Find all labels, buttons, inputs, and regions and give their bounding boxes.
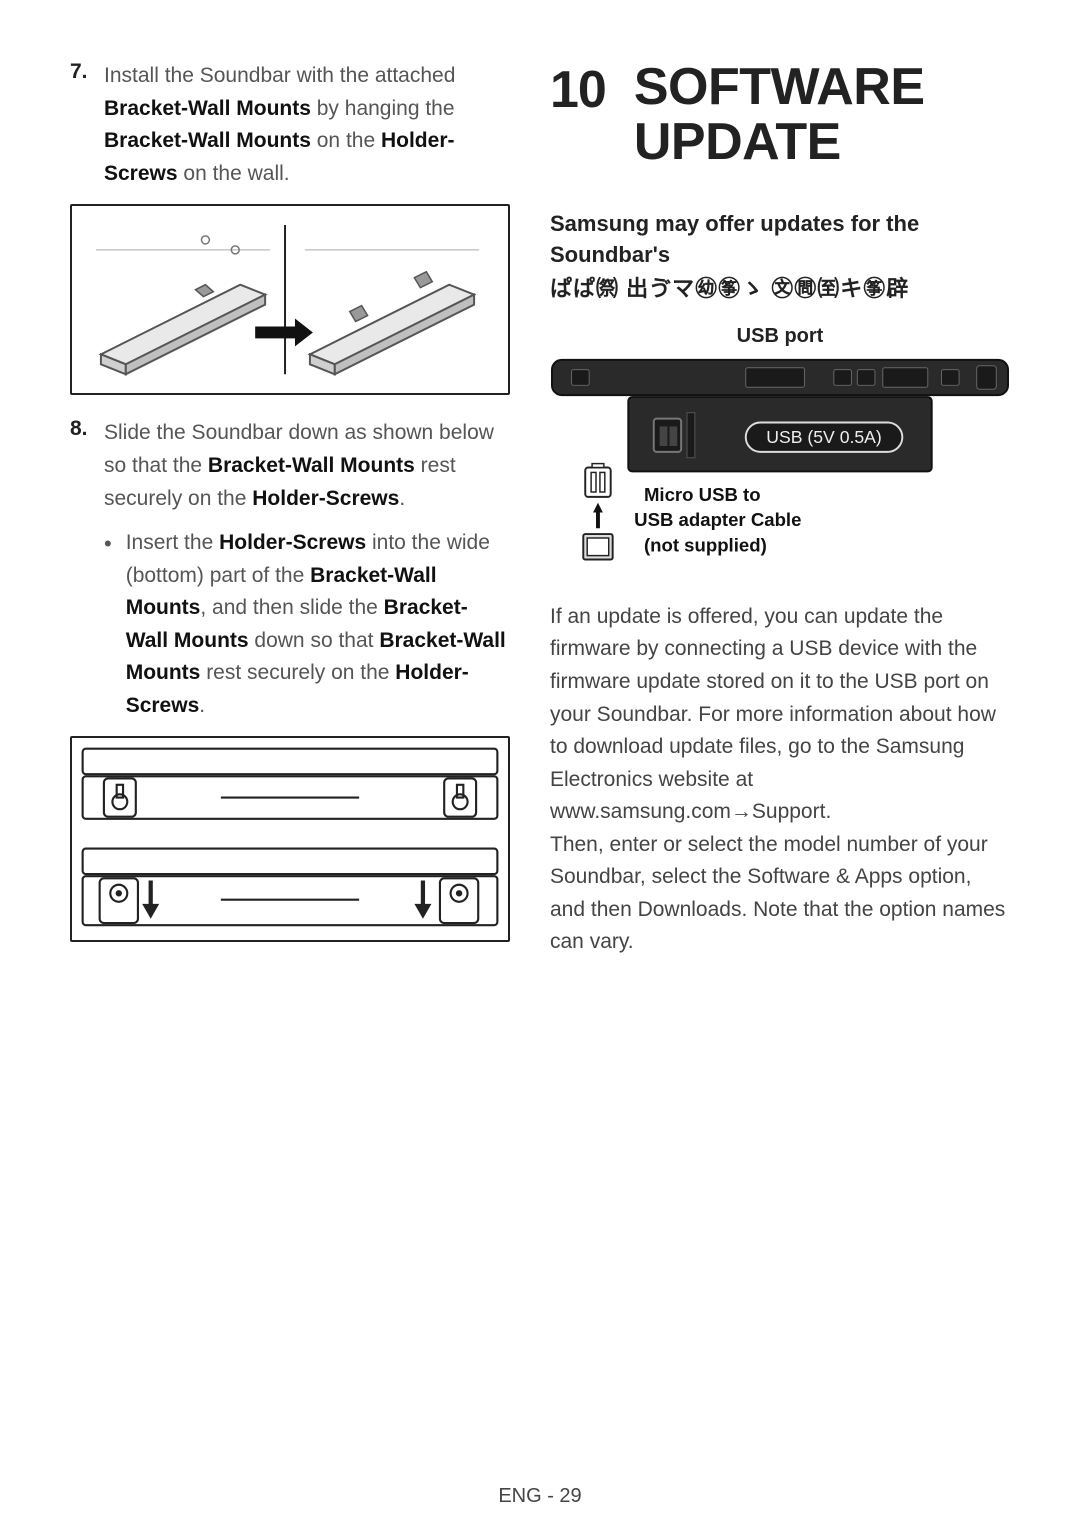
bullet-dot-icon: • [104,527,112,722]
illustration-soundbar-mount [70,204,510,395]
step7-t1: Install the Soundbar with the attached [104,64,455,87]
usb-port-label: USB port [550,325,1010,348]
step7-t4: on the wall. [178,162,290,185]
illustration-usb-port: USB (5V 0.5A) [550,354,1010,579]
bul-t6: . [199,694,205,717]
para-url: www.samsung.com→Support. [550,800,831,823]
bullet-text: Insert the Holder-Screws into the wide (… [126,527,510,722]
step-7-text: Install the Soundbar with the attached B… [104,60,510,190]
step8-t3: . [399,487,405,510]
para-text: If an update is offered, you can update … [550,605,996,791]
step-8-number: 8. [70,417,92,515]
bul-t3: , and then slide the [200,596,383,619]
step-7-number: 7. [70,60,92,190]
step7-b1: Bracket-Wall Mounts [104,97,311,120]
bul-t5: rest securely on the [200,661,395,684]
step8-b1: Bracket-Wall Mounts [208,454,415,477]
page-footer: ENG - 29 [0,1485,1080,1508]
step7-b2: Bracket-Wall Mounts [104,129,311,152]
step7-t3: on the [311,129,381,152]
cable-label-l3: (not supplied) [644,534,767,555]
step8-b2: Holder-Screws [252,487,399,510]
section-title-line1: SOFTWARE [634,58,925,116]
illustration-bracket-slide [70,736,510,942]
update-summary-line2: ぱぱ㉀ 出ゔマ㉅㉇ゝ ㉆㉄㉃キ㉇辟 [550,271,1010,303]
cable-label-l2: USB adapter Cable [634,509,801,530]
step-8-text: Slide the Soundbar down as shown below s… [104,417,510,515]
usb-port-svg: USB (5V 0.5A) [550,354,1010,579]
soundbar-mount-svg [86,220,494,379]
update-paragraph: If an update is offered, you can update … [550,601,1010,959]
bul-t1: Insert the [126,531,219,554]
bul-b1: Holder-Screws [219,531,366,554]
usb-badge-text: USB (5V 0.5A) [766,427,881,447]
step-7: 7. Install the Soundbar with the attache… [70,60,510,190]
section-number: 10 [550,60,606,120]
section-title-line2: UPDATE [634,113,841,171]
section-title: SOFTWARE UPDATE [634,60,925,169]
step-8: 8. Slide the Soundbar down as shown belo… [70,417,510,515]
para-text-2: Then, enter or select the model number o… [550,833,1005,954]
update-summary-line1: Samsung may offer updates for the Soundb… [550,209,1010,271]
bracket-slide-svg [72,738,508,940]
cable-label-l1: Micro USB to [644,484,761,505]
step7-t2: by hanging the [311,97,455,120]
section-heading: 10 SOFTWARE UPDATE [550,60,1010,169]
step-8-bullet: • Insert the Holder-Screws into the wide… [104,527,510,722]
bul-t4: down so that [249,629,380,652]
